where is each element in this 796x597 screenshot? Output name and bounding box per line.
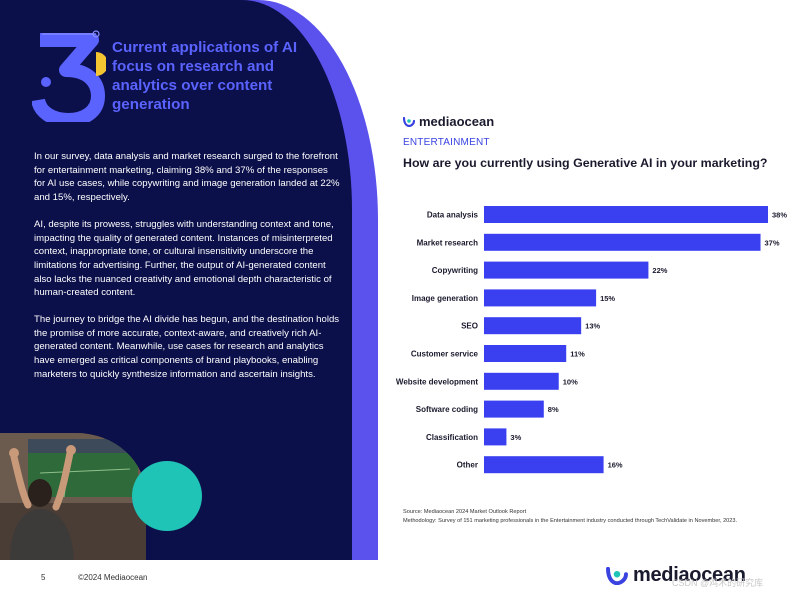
watermark: CSDN @鸡术的研究库	[672, 578, 764, 588]
bar	[484, 345, 567, 362]
category-label: Data analysis	[427, 211, 479, 220]
paragraph: The journey to bridge the AI divide has …	[34, 314, 340, 380]
chart-question: How are you currently using Generative A…	[403, 156, 768, 170]
value-label: 38%	[772, 211, 787, 220]
category-label: SEO	[461, 322, 478, 331]
source-note: Source: Mediaocean 2024 Market Outlook R…	[403, 508, 737, 526]
methodology-line: Methodology: Survey of 151 marketing pro…	[403, 518, 738, 524]
value-label: 13%	[585, 322, 600, 331]
category-label: Other	[457, 461, 478, 470]
source-line: Source: Mediaocean 2024 Market Outlook R…	[403, 509, 527, 515]
mediaocean-logo-icon	[606, 566, 628, 585]
bar	[484, 261, 649, 279]
copyright: ©2024 Mediaocean	[78, 573, 148, 582]
bar	[484, 233, 761, 251]
bar-chart: Data analysis 38% Market research 37% Copywr…	[396, 206, 787, 474]
footer-brand-name: mediaocean	[633, 564, 746, 586]
section-number-graphic	[32, 30, 106, 122]
body-text: In our survey, data analysis and market …	[34, 150, 340, 395]
value-label: 8%	[548, 405, 559, 414]
fan-watching-tv-photo	[0, 433, 146, 560]
category-label: Classification	[426, 433, 478, 442]
value-label: 3%	[510, 433, 521, 442]
category-label: Image generation	[412, 294, 478, 303]
value-label: 16%	[608, 461, 623, 470]
category-label: Market research	[417, 238, 478, 247]
bar	[484, 317, 582, 335]
value-label: 10%	[563, 377, 578, 386]
bar	[484, 289, 597, 307]
mediaocean-logo-icon	[403, 116, 415, 127]
category-label: Website development	[396, 377, 478, 386]
brand-logo: mediaocean	[403, 114, 494, 129]
brand-name: mediaocean	[419, 114, 495, 129]
category-label: Software coding	[416, 405, 478, 414]
bar	[484, 428, 507, 446]
decorative-circle	[132, 461, 202, 531]
value-label: 15%	[600, 294, 615, 303]
bar	[484, 456, 604, 474]
value-label: 11%	[570, 350, 585, 359]
footer-brand-logo: mediaocean	[606, 564, 746, 587]
value-label: 22%	[652, 266, 667, 275]
section-label: ENTERTAINMENT	[403, 137, 490, 148]
bar	[484, 400, 544, 418]
bar	[484, 372, 559, 390]
headline: Current applications of AI focus on rese…	[112, 39, 298, 113]
paragraph: AI, despite its prowess, struggles with …	[34, 218, 334, 299]
page-number: 5	[41, 573, 46, 582]
value-label: 37%	[765, 238, 780, 247]
paragraph: In our survey, data analysis and market …	[34, 151, 340, 204]
category-label: Copywriting	[432, 266, 478, 275]
bar	[484, 206, 768, 223]
category-label: Customer service	[411, 350, 479, 359]
